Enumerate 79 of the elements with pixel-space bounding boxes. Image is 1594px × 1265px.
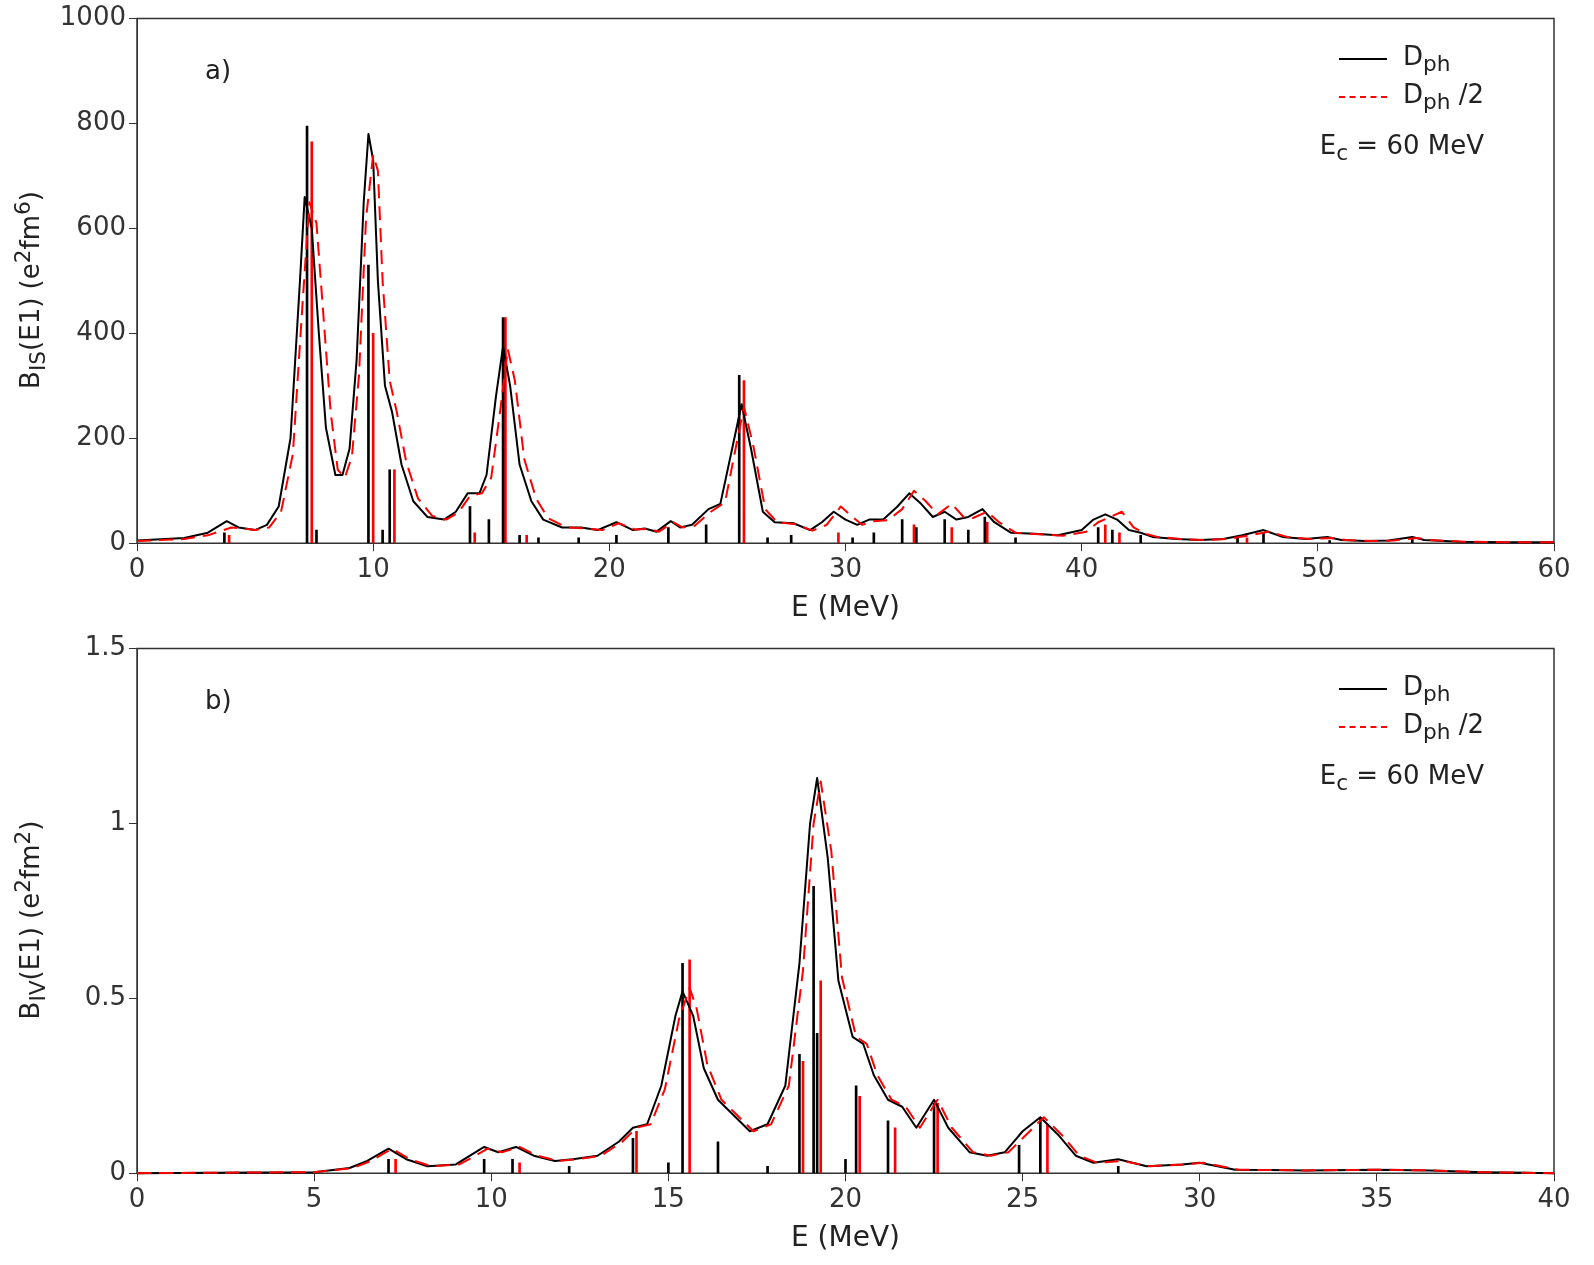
bar bbox=[525, 535, 529, 544]
bar bbox=[367, 264, 370, 544]
y-tick-label: 0 bbox=[109, 525, 126, 556]
x-tick-label: 20 bbox=[592, 552, 626, 583]
y-tick-label: 800 bbox=[76, 106, 126, 137]
bar bbox=[388, 469, 392, 544]
x-tick-label: 30 bbox=[1183, 1182, 1217, 1213]
legend-label: D$_{ph}$ bbox=[1402, 671, 1451, 707]
bar bbox=[394, 1158, 397, 1174]
bar bbox=[577, 537, 580, 544]
annotation: E$_{c}$ = 60 MeV bbox=[1319, 130, 1484, 166]
bar bbox=[812, 886, 815, 1174]
x-tick-label: 10 bbox=[474, 1182, 508, 1213]
annotation: E$_{c}$ = 60 MeV bbox=[1319, 760, 1484, 796]
x-tick-label: 20 bbox=[828, 1182, 863, 1213]
bar bbox=[1096, 527, 1100, 544]
x-tick-label: 15 bbox=[651, 1182, 685, 1213]
x-tick-label: 5 bbox=[305, 1182, 323, 1213]
bar bbox=[1118, 532, 1121, 544]
legend-label: D$_{ph}$ /2 bbox=[1402, 709, 1484, 745]
x-tick-label: 40 bbox=[1065, 552, 1099, 583]
legend-label: D$_{ph}$ bbox=[1402, 41, 1451, 77]
y-tick-label: 200 bbox=[76, 421, 126, 452]
bar bbox=[858, 1095, 861, 1174]
bar bbox=[789, 535, 793, 544]
x-tick-label: 0 bbox=[128, 552, 146, 583]
bar bbox=[1046, 1123, 1049, 1174]
bar bbox=[315, 529, 318, 544]
bar bbox=[518, 1162, 521, 1174]
y-tick-label: 400 bbox=[76, 316, 126, 347]
bar bbox=[985, 521, 989, 544]
bar bbox=[950, 527, 954, 544]
x-tick-label: 30 bbox=[828, 552, 863, 583]
y-tick-label: 1 bbox=[109, 806, 126, 837]
bar bbox=[1328, 540, 1331, 544]
bar bbox=[900, 519, 904, 544]
bar bbox=[1014, 537, 1017, 544]
bar bbox=[381, 529, 384, 544]
bar bbox=[844, 1158, 847, 1174]
x-tick-label: 40 bbox=[1537, 1182, 1571, 1213]
bar bbox=[766, 537, 769, 544]
bar bbox=[851, 537, 854, 544]
bar bbox=[1116, 1165, 1120, 1174]
bar bbox=[511, 1158, 514, 1174]
bar bbox=[798, 1053, 801, 1174]
annotation: a) bbox=[205, 55, 232, 85]
bar bbox=[635, 1130, 638, 1174]
x-axis-title: E (MeV) bbox=[791, 1220, 900, 1254]
bar bbox=[837, 532, 840, 544]
bar bbox=[1103, 524, 1107, 544]
bar bbox=[819, 980, 823, 1174]
bar bbox=[537, 537, 540, 544]
x-tick-label: 60 bbox=[1537, 552, 1571, 583]
y-tick-label: 0.5 bbox=[84, 981, 126, 1012]
x-tick-label: 50 bbox=[1301, 552, 1335, 583]
bar bbox=[1111, 529, 1114, 544]
x-tick-label: 25 bbox=[1006, 1182, 1040, 1213]
y-tick-label: 0 bbox=[109, 1155, 126, 1186]
bar bbox=[223, 532, 226, 544]
bar bbox=[567, 1165, 571, 1174]
bar bbox=[667, 527, 670, 544]
bar bbox=[387, 1158, 390, 1174]
bar bbox=[943, 519, 947, 544]
legend-label: D$_{ph}$ /2 bbox=[1402, 79, 1484, 115]
x-tick-label: 35 bbox=[1360, 1182, 1394, 1213]
bar bbox=[667, 1162, 670, 1174]
bar bbox=[615, 535, 618, 544]
x-tick-label: 0 bbox=[128, 1182, 146, 1213]
bar bbox=[766, 1165, 769, 1174]
bar bbox=[393, 469, 396, 544]
y-tick-label: 600 bbox=[76, 211, 126, 242]
x-axis-title: E (MeV) bbox=[791, 590, 900, 624]
annotation: b) bbox=[205, 685, 232, 715]
x-tick-label: 10 bbox=[356, 552, 390, 583]
y-tick-label: 1000 bbox=[59, 1, 126, 32]
bar bbox=[518, 535, 521, 544]
bar bbox=[966, 529, 970, 544]
y-tick-label: 1.5 bbox=[84, 631, 126, 662]
bar bbox=[473, 532, 477, 544]
